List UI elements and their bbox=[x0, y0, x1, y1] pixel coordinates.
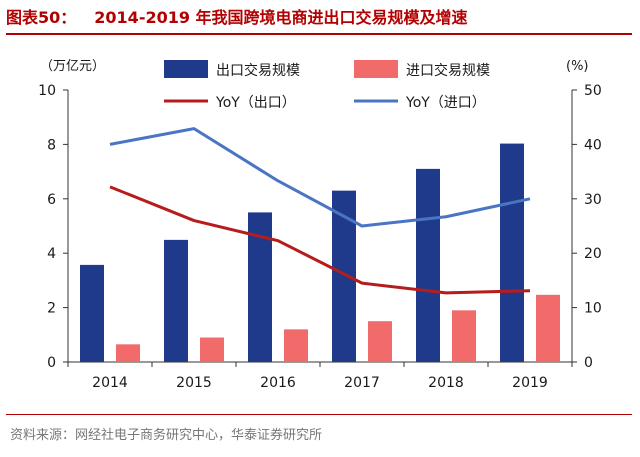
right-tick-label: 10 bbox=[584, 301, 602, 317]
source-rule bbox=[6, 414, 632, 415]
x-tick-label: 2015 bbox=[176, 375, 212, 391]
left-tick-label: 2 bbox=[47, 301, 56, 317]
bar-export bbox=[164, 239, 188, 362]
bar-import bbox=[116, 344, 140, 362]
x-tick-label: 2018 bbox=[428, 375, 464, 391]
bar-import bbox=[368, 321, 392, 362]
bar-import bbox=[284, 329, 308, 362]
bar-export bbox=[500, 143, 524, 362]
right-tick-label: 0 bbox=[584, 355, 593, 371]
left-tick-label: 10 bbox=[38, 83, 56, 99]
figure-title-text: 2014-2019 年我国跨境电商进出口交易规模及增速 bbox=[94, 8, 468, 27]
legend-label: YoY（出口） bbox=[215, 95, 296, 111]
legend-swatch bbox=[164, 60, 208, 78]
right-axis-unit: (%) bbox=[566, 59, 589, 74]
legend-label: YoY（进口） bbox=[405, 95, 486, 111]
legend-swatch bbox=[354, 60, 398, 78]
source-note: 资料来源：网经社电子商务研究中心，华泰证券研究所 bbox=[10, 428, 323, 443]
right-tick-label: 20 bbox=[584, 246, 602, 262]
right-tick-label: 40 bbox=[584, 137, 602, 153]
bar-export bbox=[416, 168, 440, 362]
left-tick-label: 8 bbox=[47, 137, 56, 153]
right-tick-label: 50 bbox=[584, 83, 602, 99]
left-tick-label: 4 bbox=[47, 246, 56, 262]
x-tick-label: 2017 bbox=[344, 375, 380, 391]
left-tick-label: 6 bbox=[47, 192, 56, 208]
bar-import bbox=[536, 294, 560, 362]
line-yoy-import bbox=[109, 127, 531, 228]
right-tick-label: 30 bbox=[584, 192, 602, 208]
x-tick-label: 2014 bbox=[92, 375, 128, 391]
left-tick-label: 0 bbox=[47, 355, 56, 371]
x-tick-label: 2019 bbox=[512, 375, 548, 391]
title-rule bbox=[6, 33, 632, 35]
line-yoy-export bbox=[109, 185, 531, 295]
left-axis-unit: （万亿元） bbox=[40, 59, 105, 74]
figure-label: 图表50： bbox=[6, 8, 77, 27]
legend-label: 出口交易规模 bbox=[216, 62, 300, 79]
bar-export bbox=[80, 264, 104, 362]
x-tick-label: 2016 bbox=[260, 375, 296, 391]
figure-title: 图表50： 2014-2019 年我国跨境电商进出口交易规模及增速 bbox=[6, 4, 634, 32]
bar-import bbox=[452, 310, 476, 362]
bar-import bbox=[200, 337, 224, 362]
legend-label: 进口交易规模 bbox=[406, 62, 490, 79]
